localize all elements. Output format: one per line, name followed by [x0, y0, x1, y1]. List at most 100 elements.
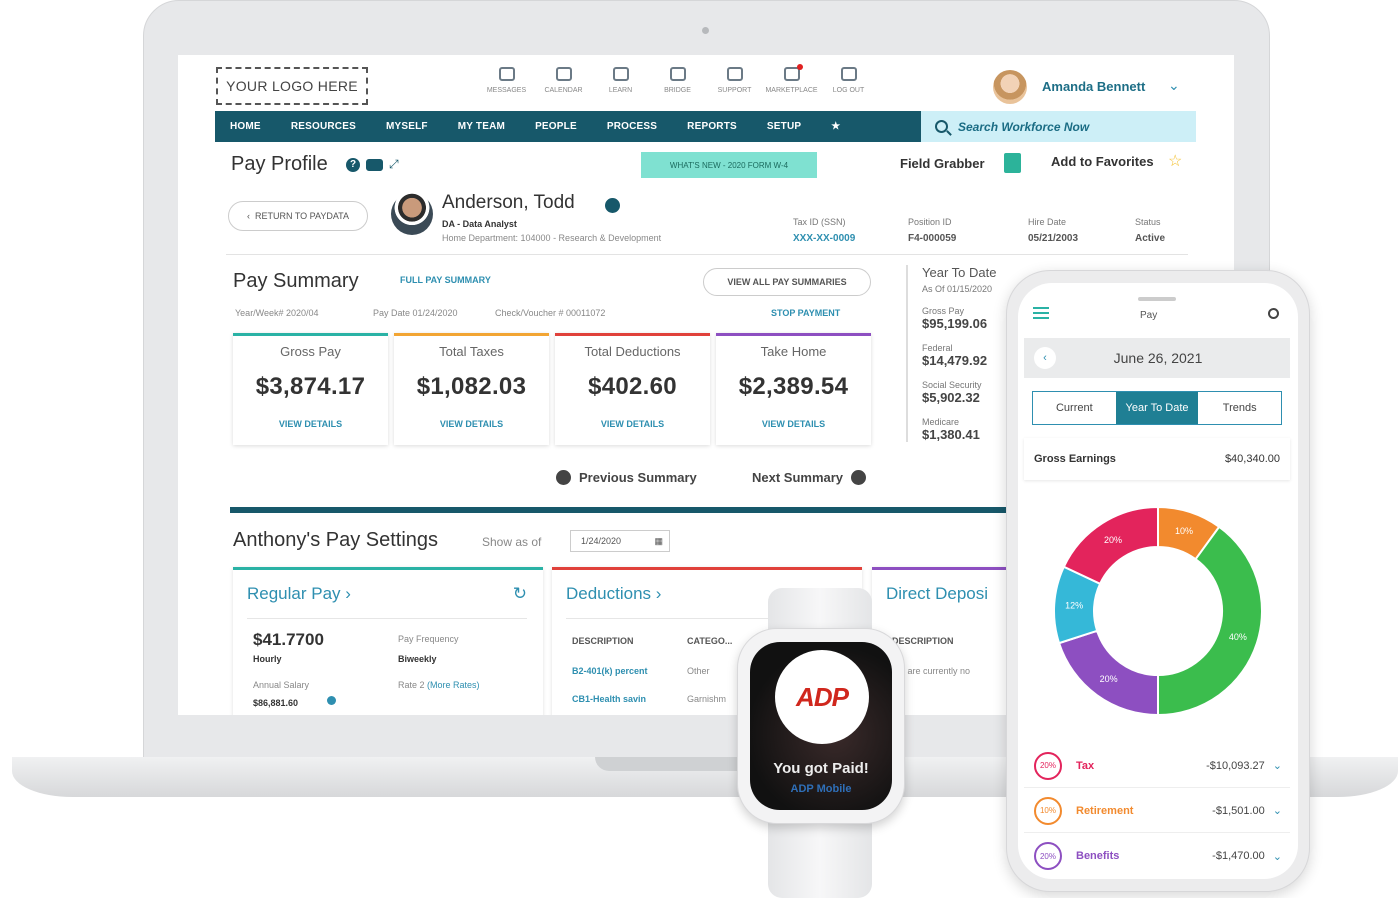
- nav-people[interactable]: PEOPLE: [535, 121, 577, 132]
- info-icon[interactable]: [327, 696, 336, 705]
- deduction-link[interactable]: B2-401(k) percent: [572, 666, 648, 676]
- user-avatar[interactable]: [993, 70, 1027, 104]
- view-details-link[interactable]: VIEW DETAILS: [439, 419, 504, 429]
- nav-home[interactable]: HOME: [230, 121, 261, 132]
- gross-earnings-value: $40,340.00: [1224, 453, 1280, 465]
- search-icon[interactable]: [1268, 308, 1279, 319]
- tab-year-to-date[interactable]: Year To Date: [1115, 392, 1199, 424]
- list-item[interactable]: 20% Benefits -$1,470.00 ⌄: [1024, 834, 1290, 878]
- view-details-link[interactable]: VIEW DETAILS: [761, 419, 826, 429]
- field-grabber-link[interactable]: Field Grabber: [900, 156, 985, 171]
- adp-logo: ADP: [775, 650, 869, 744]
- previous-summary-button[interactable]: Previous Summary: [556, 470, 697, 485]
- bridge-button[interactable]: BRIDGE: [649, 67, 706, 94]
- add-favorites-link[interactable]: Add to Favorites: [1051, 154, 1154, 169]
- donut-slice-label: 40%: [1229, 632, 1247, 642]
- view-all-pay-summaries-button[interactable]: VIEW ALL PAY SUMMARIES: [703, 268, 871, 296]
- earnings-donut-chart: 10% 40% 20% 12% 20%: [1053, 505, 1263, 717]
- tax-label: Tax: [1076, 759, 1095, 772]
- phone-speaker: [1138, 297, 1176, 301]
- regular-pay-title[interactable]: Regular Pay ›: [247, 584, 351, 603]
- info-icon[interactable]: [605, 198, 620, 213]
- deduction-category: Other: [687, 666, 710, 676]
- field-grabber-icon[interactable]: [1004, 153, 1021, 173]
- learn-label: LEARN: [608, 87, 633, 94]
- chevron-down-icon[interactable]: ⌄: [1272, 760, 1282, 772]
- nav-process[interactable]: PROCESS: [606, 121, 658, 132]
- calendar-button[interactable]: CALENDAR: [535, 67, 592, 94]
- next-summary-label: Next Summary: [752, 470, 844, 485]
- logout-button[interactable]: LOG OUT: [820, 67, 877, 94]
- donut-slice-label: 12%: [1065, 601, 1083, 611]
- card-value: $2,389.54: [738, 373, 849, 400]
- learn-button[interactable]: LEARN: [592, 67, 649, 94]
- card-label: Total Deductions: [584, 344, 681, 359]
- pay-settings-title: Anthony's Pay Settings: [233, 529, 439, 551]
- year-to-date-panel: Year To Date As Of 01/15/2020 Gross Pay $…: [906, 265, 1002, 442]
- chevron-right-icon: [851, 470, 867, 485]
- top-icon-bar: MESSAGES CALENDAR LEARN BRIDGE SUPPORT M…: [478, 64, 877, 94]
- list-item[interactable]: 10% Retirement -$1,501.00 ⌄: [1024, 789, 1290, 833]
- date-value: 1/24/2020: [581, 536, 622, 546]
- deductions-title[interactable]: Deductions ›: [566, 584, 662, 603]
- position-id-field: Position ID F4-000059: [908, 217, 956, 244]
- next-summary-button[interactable]: Next Summary: [752, 470, 867, 485]
- tax-id-value[interactable]: XXX-XX-0009: [793, 233, 856, 244]
- search-bar[interactable]: Search Workforce Now: [921, 111, 1196, 142]
- stop-payment-link[interactable]: STOP PAYMENT: [771, 308, 841, 318]
- full-pay-summary-link[interactable]: FULL PAY SUMMARY: [400, 275, 491, 285]
- hourly-rate: $41.7700: [253, 630, 324, 649]
- ytd-title: Year To Date: [922, 265, 997, 280]
- nav-my-team[interactable]: MY TEAM: [457, 121, 506, 132]
- nav-favorites-star-icon[interactable]: ★: [831, 121, 841, 132]
- more-rates-link[interactable]: (More Rates): [427, 680, 480, 690]
- adp-logo-text: ADP: [796, 681, 849, 712]
- star-icon[interactable]: ☆: [1168, 153, 1183, 170]
- section-divider: [230, 507, 1010, 513]
- donut-slice: [1057, 629, 1159, 717]
- benefits-label: Benefits: [1076, 850, 1120, 862]
- return-to-paydata-button[interactable]: ‹ RETURN TO PAYDATA: [228, 201, 368, 231]
- header-divider: [226, 254, 1188, 255]
- tab-current[interactable]: Current: [1055, 402, 1093, 414]
- chevron-down-icon[interactable]: ⌄: [1168, 77, 1180, 93]
- tab-trends[interactable]: Trends: [1222, 402, 1257, 414]
- date-field[interactable]: 1/24/2020 ▦: [570, 530, 670, 552]
- employee-name: Anderson, Todd: [442, 192, 575, 213]
- nav-setup[interactable]: SETUP: [766, 121, 802, 132]
- donut-slice: [1062, 505, 1159, 586]
- calendar-icon: [555, 67, 572, 81]
- panel-divider: [247, 618, 527, 619]
- direct-deposit-title[interactable]: Direct Deposi: [886, 584, 989, 603]
- refresh-icon[interactable]: ↻: [512, 584, 527, 603]
- chevron-left-icon[interactable]: ‹: [1034, 347, 1056, 369]
- hire-date-field: Hire Date 05/21/2003: [1028, 217, 1078, 244]
- nav-reports[interactable]: REPORTS: [687, 121, 737, 132]
- menu-icon[interactable]: [1033, 307, 1049, 319]
- nav-myself[interactable]: MYSELF: [385, 121, 428, 132]
- hire-date-value: 05/21/2003: [1028, 233, 1079, 244]
- pay-frequency-label: Pay Frequency: [398, 634, 459, 644]
- no-deposit-note: ere are currently no: [892, 666, 971, 676]
- whats-new-banner[interactable]: WHAT'S NEW - 2020 FORM W-4: [641, 152, 817, 178]
- calendar-icon[interactable]: ▦: [654, 535, 663, 546]
- deduction-link[interactable]: CB1-Health savin: [572, 694, 647, 704]
- chevron-down-icon[interactable]: ⌄: [1272, 805, 1282, 817]
- user-name[interactable]: Amanda Bennett: [1042, 79, 1146, 94]
- list-item[interactable]: 20% Tax -$10,093.27 ⌄: [1024, 744, 1290, 788]
- help-icon[interactable]: ?: [346, 157, 360, 172]
- expand-icon[interactable]: ⤢: [389, 157, 399, 171]
- nav-resources[interactable]: RESOURCES: [290, 121, 356, 132]
- support-button[interactable]: SUPPORT: [706, 67, 763, 94]
- chevron-down-icon[interactable]: ⌄: [1272, 850, 1282, 863]
- view-details-link[interactable]: VIEW DETAILS: [600, 419, 665, 429]
- main-nav: HOME RESOURCES MYSELF MY TEAM PEOPLE PRO…: [215, 111, 921, 142]
- ytd-value: $5,902.32: [922, 390, 980, 405]
- view-details-link[interactable]: VIEW DETAILS: [278, 419, 343, 429]
- phone-tabs: Current Year To Date Trends: [1032, 391, 1282, 425]
- messages-label: MESSAGES: [486, 87, 527, 94]
- donut-slice: [1157, 525, 1263, 717]
- video-icon[interactable]: [366, 158, 383, 171]
- marketplace-button[interactable]: MARKETPLACE: [763, 64, 820, 94]
- messages-button[interactable]: MESSAGES: [478, 67, 535, 94]
